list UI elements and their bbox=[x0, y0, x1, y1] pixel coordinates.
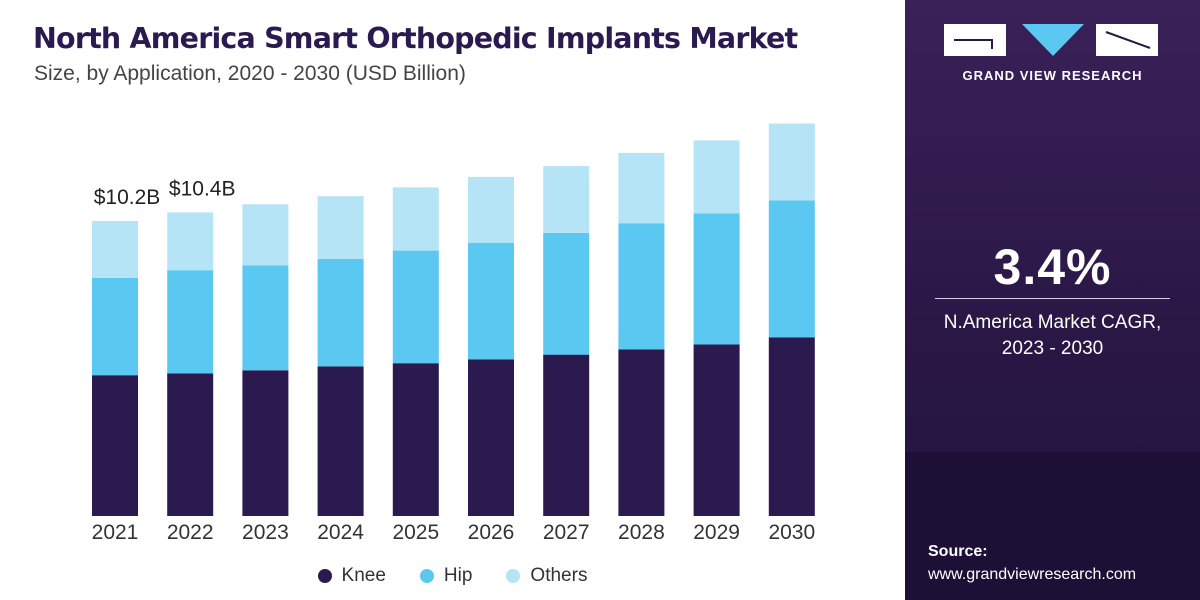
cagr-label: N.America Market CAGR, 2023 - 2030 bbox=[905, 310, 1200, 362]
bar-others-2025 bbox=[392, 187, 439, 251]
bar-knee-2028 bbox=[618, 349, 665, 516]
bar-hip-2027 bbox=[543, 233, 590, 355]
bar-knee-2026 bbox=[468, 359, 514, 516]
chart-title: North America Smart Orthopedic Implants … bbox=[33, 22, 798, 55]
total-value-label: $10.4B bbox=[169, 177, 236, 200]
legend-label: Knee bbox=[341, 565, 386, 586]
cagr-divider bbox=[935, 298, 1170, 299]
x-tick-label: 2021 bbox=[92, 521, 139, 544]
brand-name: GRAND VIEW RESEARCH bbox=[962, 68, 1143, 83]
stacked-bar-chart: 2021 $10.2B 2022 $10.4B 2023 2024 2025 2026 2027… bbox=[92, 123, 815, 544]
chart-legend: Knee Hip Others bbox=[0, 560, 905, 592]
x-tick-label: 2025 bbox=[392, 521, 439, 544]
bar-others-2028 bbox=[618, 152, 665, 224]
bar-knee-2025 bbox=[392, 363, 439, 516]
cagr-value: 3.4% bbox=[993, 239, 1112, 295]
legend-item-hip: Hip bbox=[419, 565, 473, 587]
bar-knee-2023 bbox=[242, 370, 289, 516]
legend-item-knee: Knee bbox=[317, 565, 386, 587]
source-label: Source: bbox=[928, 543, 988, 560]
x-tick-label: 2024 bbox=[317, 521, 364, 544]
legend-label: Others bbox=[530, 565, 588, 586]
bar-others-2024 bbox=[317, 196, 364, 259]
bar-others-2027 bbox=[543, 166, 590, 233]
x-tick-label: 2028 bbox=[618, 521, 665, 544]
legend-item-others: Others bbox=[506, 565, 587, 587]
bar-knee-2027 bbox=[543, 354, 590, 516]
chart-subtitle: Size, by Application, 2020 - 2030 (USD B… bbox=[34, 62, 466, 85]
bar-knee-2022 bbox=[167, 373, 214, 516]
bar-others-2026 bbox=[468, 176, 514, 243]
bar-others-2029 bbox=[693, 140, 740, 214]
x-tick-label: 2022 bbox=[167, 521, 214, 544]
source-url[interactable]: www.grandviewresearch.com bbox=[928, 566, 1137, 583]
x-tick-label: 2029 bbox=[693, 521, 740, 544]
bar-others-2022 bbox=[167, 212, 214, 271]
chart-panel: North America Smart Orthopedic Implants … bbox=[0, 22, 905, 592]
bar-hip-2021 bbox=[92, 277, 138, 376]
bar-knee-2029 bbox=[693, 344, 740, 516]
x-tick-label: 2027 bbox=[543, 521, 590, 544]
bar-others-2021 bbox=[92, 221, 138, 278]
total-value-label: $10.2B bbox=[94, 186, 161, 209]
cagr-label-line1: N.America Market CAGR, bbox=[943, 312, 1162, 333]
bar-hip-2026 bbox=[468, 242, 514, 360]
bar-hip-2024 bbox=[317, 258, 364, 367]
bar-others-2023 bbox=[242, 204, 289, 266]
bar-hip-2030 bbox=[768, 200, 815, 338]
bar-hip-2023 bbox=[242, 265, 289, 371]
legend-swatch bbox=[419, 569, 434, 583]
bar-hip-2022 bbox=[167, 270, 214, 374]
bar-hip-2028 bbox=[618, 223, 665, 350]
bar-others-2030 bbox=[768, 123, 815, 201]
legend-swatch bbox=[317, 569, 332, 583]
x-tick-label: 2023 bbox=[242, 521, 289, 544]
source-box bbox=[905, 452, 1200, 600]
cagr-label-line2: 2023 - 2030 bbox=[1001, 338, 1104, 359]
bar-hip-2025 bbox=[392, 250, 439, 364]
bar-knee-2021 bbox=[92, 375, 138, 516]
legend-swatch bbox=[506, 569, 521, 583]
x-tick-label: 2030 bbox=[768, 521, 815, 544]
legend-label: Hip bbox=[443, 565, 473, 586]
grand-view-research-logo-icon bbox=[944, 24, 1158, 56]
bar-hip-2029 bbox=[693, 213, 740, 345]
bar-knee-2030 bbox=[768, 337, 815, 516]
x-tick-label: 2026 bbox=[468, 521, 515, 544]
bar-knee-2024 bbox=[317, 366, 364, 516]
